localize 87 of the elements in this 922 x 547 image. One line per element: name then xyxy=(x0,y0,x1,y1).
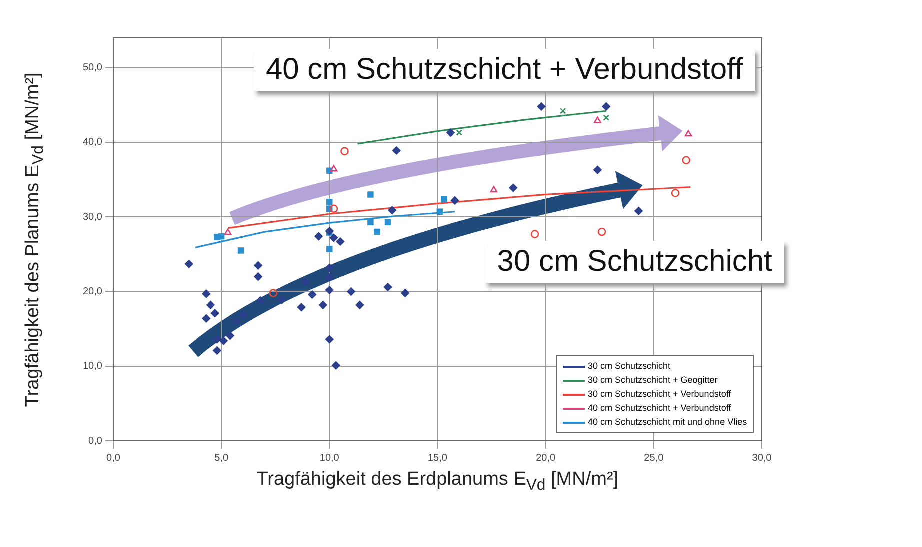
point xyxy=(232,317,241,326)
point xyxy=(269,289,278,298)
point xyxy=(490,186,498,193)
point xyxy=(226,332,234,340)
point xyxy=(210,309,220,318)
point xyxy=(326,199,333,206)
point xyxy=(392,146,401,155)
point xyxy=(682,156,690,165)
point xyxy=(347,288,356,296)
point xyxy=(202,290,211,298)
annotation: 30 cm Schutzschicht xyxy=(485,240,784,283)
point xyxy=(602,102,610,111)
point xyxy=(594,166,602,174)
x-tick-label: 15,0 xyxy=(428,452,448,464)
point xyxy=(184,260,194,268)
point xyxy=(325,335,334,344)
x-tick-label: 5,0 xyxy=(214,452,229,464)
point xyxy=(441,196,448,202)
point xyxy=(254,261,262,270)
point xyxy=(254,272,262,281)
point xyxy=(537,102,546,111)
point xyxy=(308,290,316,299)
point xyxy=(598,228,606,236)
point xyxy=(450,196,460,205)
point xyxy=(330,165,338,172)
point xyxy=(671,189,680,198)
point xyxy=(202,314,211,323)
point xyxy=(206,301,215,310)
annotation: 40 cm Schutzschicht + Verbundstoff xyxy=(254,49,756,92)
y-tick-label: 10,0 xyxy=(82,361,103,372)
point xyxy=(594,116,602,124)
point xyxy=(278,296,286,304)
x-tick-label: 10,0 xyxy=(320,452,340,464)
point xyxy=(356,301,364,310)
point xyxy=(368,192,374,198)
point xyxy=(330,234,338,242)
point xyxy=(684,130,692,137)
point xyxy=(220,336,228,346)
x-axis-title: Tragfähigkeit des Erdplanums E$_{Vd}$ [MN/m²] xyxy=(256,469,619,495)
point xyxy=(213,346,222,355)
x-tick-label: 20,0 xyxy=(536,452,556,464)
point xyxy=(436,208,444,216)
point xyxy=(256,296,265,305)
legend-label: 30 cm Schutzschicht + Verbundstoff xyxy=(588,389,732,399)
point xyxy=(401,289,410,298)
legend-label: 40 cm Schutzschicht + Verbundstoff xyxy=(588,403,732,413)
point xyxy=(218,233,225,240)
point xyxy=(530,230,540,238)
point xyxy=(325,227,334,236)
point xyxy=(325,264,334,272)
point xyxy=(560,108,566,114)
point xyxy=(325,286,334,294)
point xyxy=(224,228,232,236)
point xyxy=(340,147,349,156)
point xyxy=(446,128,455,137)
point xyxy=(332,361,340,370)
point xyxy=(603,114,610,121)
x-tick-label: 25,0 xyxy=(644,452,664,464)
point xyxy=(384,219,392,226)
point xyxy=(509,184,518,192)
y-tick-label: 40,0 xyxy=(82,137,103,148)
point xyxy=(297,303,306,312)
legend-label: 30 cm Schutzschicht xyxy=(588,361,671,371)
point xyxy=(238,248,244,254)
point xyxy=(336,238,345,246)
point xyxy=(330,204,338,214)
x-tick-label: 0,0 xyxy=(106,452,121,464)
point xyxy=(388,206,396,215)
point xyxy=(368,219,374,226)
y-tick-label: 0,0 xyxy=(88,436,103,447)
y-tick-label: 20,0 xyxy=(82,286,103,298)
point xyxy=(326,246,333,252)
point xyxy=(634,206,643,216)
point xyxy=(374,228,380,236)
x-tick-label: 30,0 xyxy=(752,452,772,464)
legend-label: 40 cm Schutzschicht mit und ohne Vlies xyxy=(588,417,748,427)
point xyxy=(302,278,310,286)
point xyxy=(325,273,334,282)
point xyxy=(213,335,222,344)
y-tick-label: 30,0 xyxy=(82,212,103,223)
point xyxy=(239,310,248,320)
point xyxy=(314,232,323,241)
point xyxy=(384,283,392,292)
point xyxy=(319,301,328,310)
legend-label: 30 cm Schutzschicht + Geogitter xyxy=(588,375,718,385)
point xyxy=(456,130,462,136)
y-tick-label: 50,0 xyxy=(82,62,103,74)
